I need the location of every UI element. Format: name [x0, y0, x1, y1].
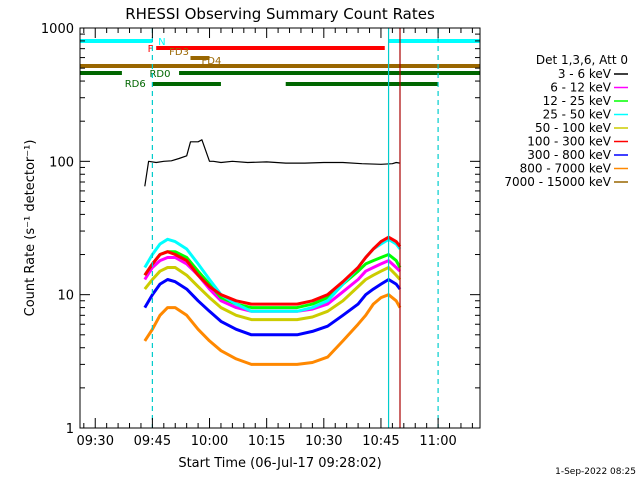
status-label-fd4: FD4: [202, 56, 222, 67]
legend-label: 50 - 100 keV: [535, 121, 612, 135]
status-label-fd3: FD3: [169, 47, 189, 58]
x-tick-label: 09:30: [77, 434, 114, 449]
legend-label: 3 - 6 keV: [558, 67, 612, 81]
legend-label: 800 - 7000 keV: [520, 162, 612, 176]
x-tick-label: 10:30: [305, 434, 342, 449]
x-tick-label: 10:15: [248, 434, 285, 449]
y-tick-label: 1: [66, 422, 74, 437]
status-label-rd6: RD6: [125, 79, 146, 90]
y-tick-label: 10: [57, 289, 74, 304]
x-axis: 09:30 09:45 10:00 10:15 10:30 10:45 11:00: [77, 28, 473, 449]
status-label-f: F: [148, 44, 154, 55]
series-line-100-to-300keV: [143, 235, 402, 306]
x-tick-label: 10:45: [362, 434, 399, 449]
legend-label: 100 - 300 keV: [527, 135, 611, 149]
footer-date: 1-Sep-2022 08:25: [555, 467, 636, 477]
legend-label: 12 - 25 keV: [543, 94, 612, 108]
x-tick-label: 09:45: [134, 434, 171, 449]
x-tick-label: 11:00: [419, 434, 456, 449]
series-layer: [143, 139, 402, 366]
series-line-3-to-6keV: [144, 139, 401, 187]
y-axis: 1 10 100 1000: [41, 22, 480, 437]
legend-header: Det 1,3,6, Att 0: [536, 53, 628, 67]
status-label-rd0: RD0: [149, 69, 170, 80]
plot-frame: [79, 27, 481, 429]
series-line-300-to-800keV: [143, 278, 402, 337]
vertical-markers: [151, 28, 439, 428]
y-axis-label: Count Rate (s⁻¹ detector⁻¹): [23, 140, 38, 317]
series-line-12-to-25keV: [143, 250, 402, 310]
x-tick-label: 10:00: [191, 434, 228, 449]
legend-label: 25 - 50 keV: [543, 108, 612, 122]
legend-label: 300 - 800 keV: [527, 148, 611, 162]
series-line-50-to-100keV: [143, 266, 402, 322]
chart-title: RHESSI Observing Summary Count Rates: [125, 5, 435, 23]
y-tick-label: 100: [49, 155, 74, 170]
series-line-800-to-7000keV: [143, 293, 402, 366]
x-axis-label: Start Time (06-Jul-17 09:28:02): [178, 456, 381, 471]
legend-label: 6 - 12 keV: [550, 81, 612, 95]
legend-label: 7000 - 15000 keV: [504, 175, 611, 189]
y-tick-label: 1000: [41, 22, 74, 37]
status-label-n: N: [158, 37, 165, 48]
